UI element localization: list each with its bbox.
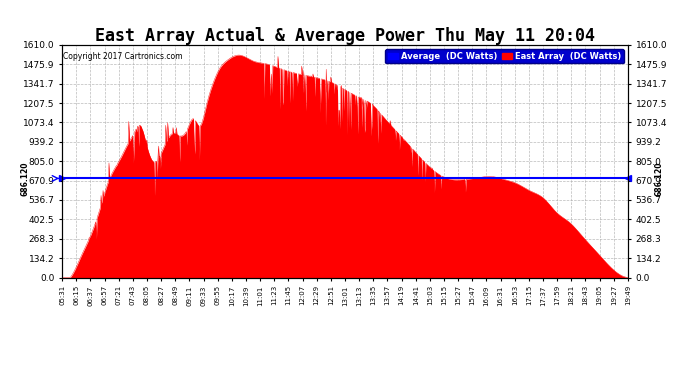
Legend: Average  (DC Watts), East Array  (DC Watts): Average (DC Watts), East Array (DC Watts…	[385, 49, 624, 63]
Text: 686.120: 686.120	[21, 161, 30, 196]
Text: 686.120: 686.120	[655, 161, 664, 196]
Text: Copyright 2017 Cartronics.com: Copyright 2017 Cartronics.com	[63, 52, 183, 61]
Title: East Array Actual & Average Power Thu May 11 20:04: East Array Actual & Average Power Thu Ma…	[95, 27, 595, 45]
